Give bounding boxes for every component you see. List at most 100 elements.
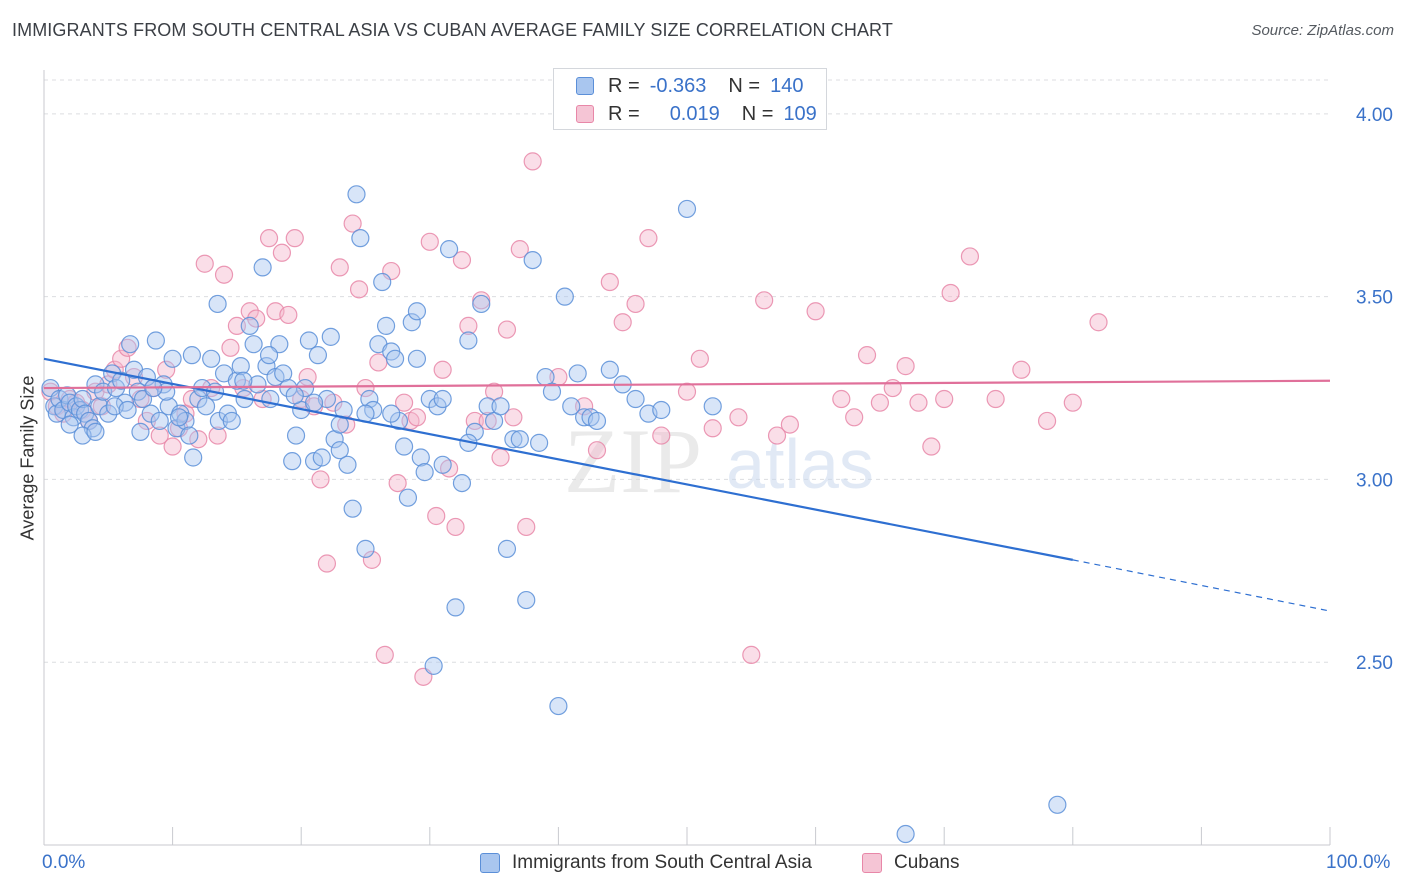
- legend-label: Immigrants from South Central Asia: [512, 852, 812, 873]
- data-point-cubans: [150, 426, 169, 445]
- pink-swatch: [576, 105, 594, 123]
- data-point-south-central-asia: [248, 375, 267, 394]
- data-point-south-central-asia: [208, 294, 227, 314]
- data-point-south-central-asia: [385, 349, 405, 368]
- data-point-south-central-asia: [677, 199, 697, 219]
- r-label: R =: [608, 74, 640, 97]
- data-point-south-central-asia: [433, 455, 452, 474]
- chart-title: IMMIGRANTS FROM SOUTH CENTRAL ASIA VS CU…: [12, 20, 893, 40]
- data-point-south-central-asia: [60, 415, 79, 434]
- data-point-cubans: [626, 294, 645, 314]
- stats-legend: R = -0.363 N = 140 R = 0.019 N = 109: [553, 68, 827, 130]
- n-value: 140: [770, 74, 804, 97]
- legend-item-cubans[interactable]: Cubans: [862, 852, 960, 874]
- data-point-south-central-asia: [896, 824, 915, 844]
- data-point-south-central-asia: [626, 389, 645, 409]
- x-tick-label-max: 100.0%: [1326, 852, 1391, 873]
- data-point-cubans: [214, 265, 234, 284]
- blue-swatch: [480, 853, 500, 873]
- data-point-cubans: [240, 302, 259, 321]
- y-axis-label: Average Family Size: [17, 375, 38, 541]
- data-point-cubans: [755, 291, 774, 310]
- data-point-cubans: [497, 320, 517, 339]
- data-point-south-central-asia: [398, 488, 418, 507]
- data-point-cubans: [285, 229, 304, 248]
- data-point-cubans: [407, 408, 427, 427]
- legend-item-south-central-asia[interactable]: Immigrants from South Central Asia: [480, 852, 812, 874]
- data-point-cubans: [420, 232, 439, 251]
- data-point-south-central-asia: [99, 404, 118, 423]
- y-tick-label: 3.00: [1356, 470, 1393, 491]
- data-point-south-central-asia: [115, 393, 135, 412]
- data-point-south-central-asia: [343, 499, 362, 518]
- data-point-cubans: [362, 550, 382, 569]
- data-point-cubans: [909, 393, 928, 412]
- r-label: R =: [608, 102, 640, 125]
- data-point-south-central-asia: [555, 287, 574, 306]
- data-point-cubans: [427, 506, 446, 526]
- data-point-south-central-asia: [407, 349, 427, 368]
- data-point-cubans: [703, 419, 722, 438]
- legend-label: Cubans: [894, 852, 960, 873]
- data-point-cubans: [163, 437, 182, 456]
- data-point-south-central-asia: [373, 272, 392, 292]
- data-point-cubans: [433, 360, 452, 379]
- data-point-south-central-asia: [285, 386, 304, 405]
- data-point-south-central-asia: [202, 349, 221, 368]
- data-point-south-central-asia: [330, 441, 349, 460]
- data-point-south-central-asia: [182, 346, 201, 365]
- data-point-cubans: [935, 389, 954, 409]
- data-point-cubans: [1063, 393, 1082, 412]
- data-point-cubans: [652, 426, 671, 445]
- data-point-south-central-asia: [150, 411, 169, 431]
- data-point-south-central-asia: [389, 411, 409, 431]
- data-point-south-central-asia: [196, 397, 216, 416]
- data-point-south-central-asia: [465, 422, 484, 442]
- data-point-south-central-asia: [295, 378, 315, 398]
- data-point-cubans: [510, 240, 529, 259]
- source-label: Source: ZipAtlas.com: [1251, 22, 1394, 39]
- data-point-south-central-asia: [542, 382, 562, 401]
- n-label: N =: [741, 102, 774, 125]
- trend-lines: [43, 357, 1331, 612]
- data-point-cubans: [806, 302, 825, 321]
- data-point-cubans: [857, 346, 877, 365]
- data-point-south-central-asia: [347, 185, 366, 204]
- data-point-cubans: [157, 360, 176, 379]
- data-point-cubans: [221, 338, 240, 357]
- data-point-south-central-asia: [439, 240, 459, 259]
- data-point-cubans: [208, 426, 227, 445]
- data-point-south-central-asia: [652, 400, 671, 420]
- watermark: ZIP atlas: [564, 410, 874, 512]
- blue-swatch: [576, 77, 594, 95]
- data-point-south-central-asia: [459, 331, 478, 350]
- data-point-south-central-asia: [420, 389, 439, 409]
- data-point-cubans: [343, 214, 362, 233]
- data-point-cubans: [375, 645, 394, 665]
- stats-row-south-central-asia: R = -0.363 N = 140: [576, 75, 803, 97]
- data-point-south-central-asia: [472, 294, 491, 314]
- data-point-south-central-asia: [184, 448, 203, 467]
- data-point-south-central-asia: [131, 422, 150, 442]
- data-point-cubans: [330, 258, 349, 277]
- data-point-south-central-asia: [312, 448, 331, 467]
- data-point-south-central-asia: [497, 539, 517, 558]
- data-point-cubans: [587, 441, 607, 460]
- data-point-cubans: [523, 152, 542, 171]
- data-point-cubans: [272, 243, 292, 262]
- data-point-south-central-asia: [407, 302, 427, 321]
- data-point-south-central-asia: [562, 397, 581, 416]
- series-south-central-asia: [41, 185, 1067, 844]
- data-point-south-central-asia: [308, 346, 328, 365]
- data-point-cubans: [690, 349, 709, 368]
- data-point-south-central-asia: [530, 433, 549, 452]
- data-point-cubans: [247, 309, 266, 328]
- data-point-south-central-asia: [452, 473, 472, 493]
- data-point-cubans: [504, 408, 523, 427]
- data-point-south-central-asia: [394, 437, 414, 456]
- data-point-cubans: [986, 389, 1005, 409]
- pink-swatch: [862, 853, 882, 873]
- data-point-south-central-asia: [73, 389, 92, 409]
- data-point-south-central-asia: [382, 404, 401, 423]
- data-point-cubans: [896, 357, 915, 376]
